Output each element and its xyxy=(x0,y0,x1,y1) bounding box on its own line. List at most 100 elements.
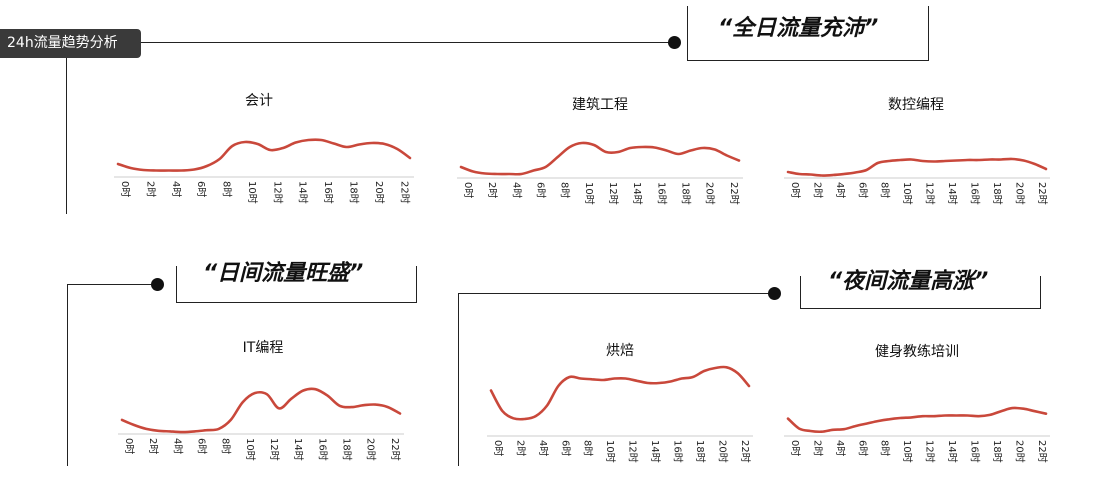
x-tick-label: 6时 xyxy=(856,182,868,198)
x-tick-label: 18时 xyxy=(991,182,1003,205)
x-tick-label: 2时 xyxy=(486,182,498,198)
x-tick-label: 10时 xyxy=(901,440,913,463)
x-tick-label: 2时 xyxy=(811,182,823,198)
x-tick-label: 12时 xyxy=(271,181,283,204)
x-tick-label: 2时 xyxy=(144,181,156,197)
x-tick-label: 22时 xyxy=(389,438,401,461)
slogan-daytime: “日间流量旺盛” xyxy=(203,261,364,286)
x-tick-label: 16时 xyxy=(322,181,334,204)
x-tick-label: 0时 xyxy=(123,438,135,454)
x-tick-label: 14时 xyxy=(292,438,304,461)
x-tick-label: 18时 xyxy=(348,181,360,204)
series-line xyxy=(489,365,751,421)
x-tick-label: 22时 xyxy=(1036,182,1048,205)
x-tick-label: 18时 xyxy=(680,182,692,205)
x-tick-label: 18时 xyxy=(694,440,706,463)
connector-dot-night xyxy=(768,287,781,300)
x-tick-label: 20时 xyxy=(365,438,377,461)
chart-fitness: 0时 2时 4时 6时 8时 10时 12时 14时 16时 18时 20时 22时 xyxy=(784,406,1050,463)
series-line xyxy=(459,141,741,176)
x-tick-label: 4时 xyxy=(834,440,846,456)
x-tick-label: 8时 xyxy=(582,440,594,456)
slogan-bracket-all-day xyxy=(687,6,929,61)
connector-vertical-left xyxy=(66,58,67,214)
section-tag: 24h流量趋势分析 xyxy=(0,29,141,58)
x-tick-label: 8时 xyxy=(559,182,571,198)
chart-title-it: IT编程 xyxy=(242,340,284,356)
x-tick-label: 2时 xyxy=(811,440,823,456)
series-line xyxy=(120,387,402,434)
x-tick-label: 16时 xyxy=(655,182,667,205)
x-tick-label: 22时 xyxy=(1036,440,1048,463)
x-tick-label: 16时 xyxy=(969,182,981,205)
x-tick-label: 4时 xyxy=(537,440,549,456)
chart-baking: 0时 2时 4时 6时 8时 10时 12时 14时 16时 18时 20时 22时 xyxy=(487,365,753,463)
x-tick-label: 0时 xyxy=(789,440,801,456)
connector-vertical-daytime xyxy=(67,284,68,466)
x-tick-label: 10时 xyxy=(244,438,256,461)
x-tick-label: 20时 xyxy=(1013,440,1025,463)
connector-dot-top xyxy=(668,36,681,49)
x-tick-label: 14时 xyxy=(297,181,309,204)
x-tick-label: 8时 xyxy=(879,440,891,456)
x-tick-label: 4时 xyxy=(170,181,182,197)
x-tick-label: 12时 xyxy=(268,438,280,461)
x-tick-label: 20时 xyxy=(1013,182,1025,205)
series-line xyxy=(786,157,1048,177)
x-tick-label: 20时 xyxy=(704,182,716,205)
x-tick-label: 6时 xyxy=(196,438,208,454)
x-tick-label: 22时 xyxy=(398,181,410,204)
x-tick-label: 16时 xyxy=(672,440,684,463)
chart-accounting: 0时 2时 4时 6时 8时 10时 12时 14时 16时 18时 20时 22时 xyxy=(114,138,414,204)
connector-line-daytime xyxy=(67,284,158,285)
slogan-bracket-night xyxy=(800,276,1041,309)
x-tick-label: 6时 xyxy=(559,440,571,456)
x-tick-label: 2时 xyxy=(514,440,526,456)
x-tick-label: 6时 xyxy=(195,181,207,197)
x-tick-label: 14时 xyxy=(946,440,958,463)
x-tick-label: 16时 xyxy=(969,440,981,463)
x-tick-label: 4时 xyxy=(171,438,183,454)
x-tick-label: 12时 xyxy=(627,440,639,463)
x-tick-label: 12时 xyxy=(924,440,936,463)
connector-vertical-night xyxy=(458,293,459,466)
x-tick-label: 6时 xyxy=(856,440,868,456)
chart-cnc: 0时 2时 4时 6时 8时 10时 12时 14时 16时 18时 20时 22时 xyxy=(784,157,1050,205)
series-line xyxy=(116,138,412,172)
chart-title-baking: 烘焙 xyxy=(606,343,634,359)
x-tick-label: 22时 xyxy=(739,440,751,463)
slogan-night: “夜间流量高涨” xyxy=(828,269,989,294)
x-tick-label: 4时 xyxy=(510,182,522,198)
x-tick-label: 4时 xyxy=(834,182,846,198)
x-tick-label: 22时 xyxy=(728,182,740,205)
x-tick-label: 14时 xyxy=(631,182,643,205)
chart-title-fitness: 健身教练培训 xyxy=(875,344,959,360)
x-tick-label: 0时 xyxy=(119,181,131,197)
x-tick-label: 0时 xyxy=(492,440,504,456)
x-tick-label: 20时 xyxy=(373,181,385,204)
x-tick-label: 20时 xyxy=(716,440,728,463)
x-tick-label: 0时 xyxy=(789,182,801,198)
x-tick-label: 0时 xyxy=(462,182,474,198)
x-tick-label: 10时 xyxy=(901,182,913,205)
connector-line-top xyxy=(141,42,675,43)
chart-title-construction: 建筑工程 xyxy=(572,97,628,113)
x-tick-label: 8时 xyxy=(220,438,232,454)
x-tick-label: 14时 xyxy=(946,182,958,205)
x-tick-label: 10时 xyxy=(246,181,258,204)
series-line xyxy=(786,406,1048,434)
chart-title-accounting: 会计 xyxy=(245,93,273,109)
x-tick-label: 12时 xyxy=(924,182,936,205)
x-tick-label: 6时 xyxy=(535,182,547,198)
x-tick-label: 18时 xyxy=(991,440,1003,463)
x-tick-label: 10时 xyxy=(604,440,616,463)
chart-construction: 0时 2时 4时 6时 8时 10时 12时 14时 16时 18时 20时 22时 xyxy=(457,141,743,205)
connector-dot-daytime xyxy=(151,278,164,291)
x-tick-label: 18时 xyxy=(341,438,353,461)
x-tick-label: 10时 xyxy=(583,182,595,205)
x-tick-label: 14时 xyxy=(649,440,661,463)
slogan-bracket-daytime xyxy=(176,266,417,303)
x-tick-label: 8时 xyxy=(879,182,891,198)
x-tick-label: 2时 xyxy=(147,438,159,454)
chart-it: 0时 2时 4时 6时 8时 10时 12时 14时 16时 18时 20时 22时 xyxy=(118,387,404,461)
